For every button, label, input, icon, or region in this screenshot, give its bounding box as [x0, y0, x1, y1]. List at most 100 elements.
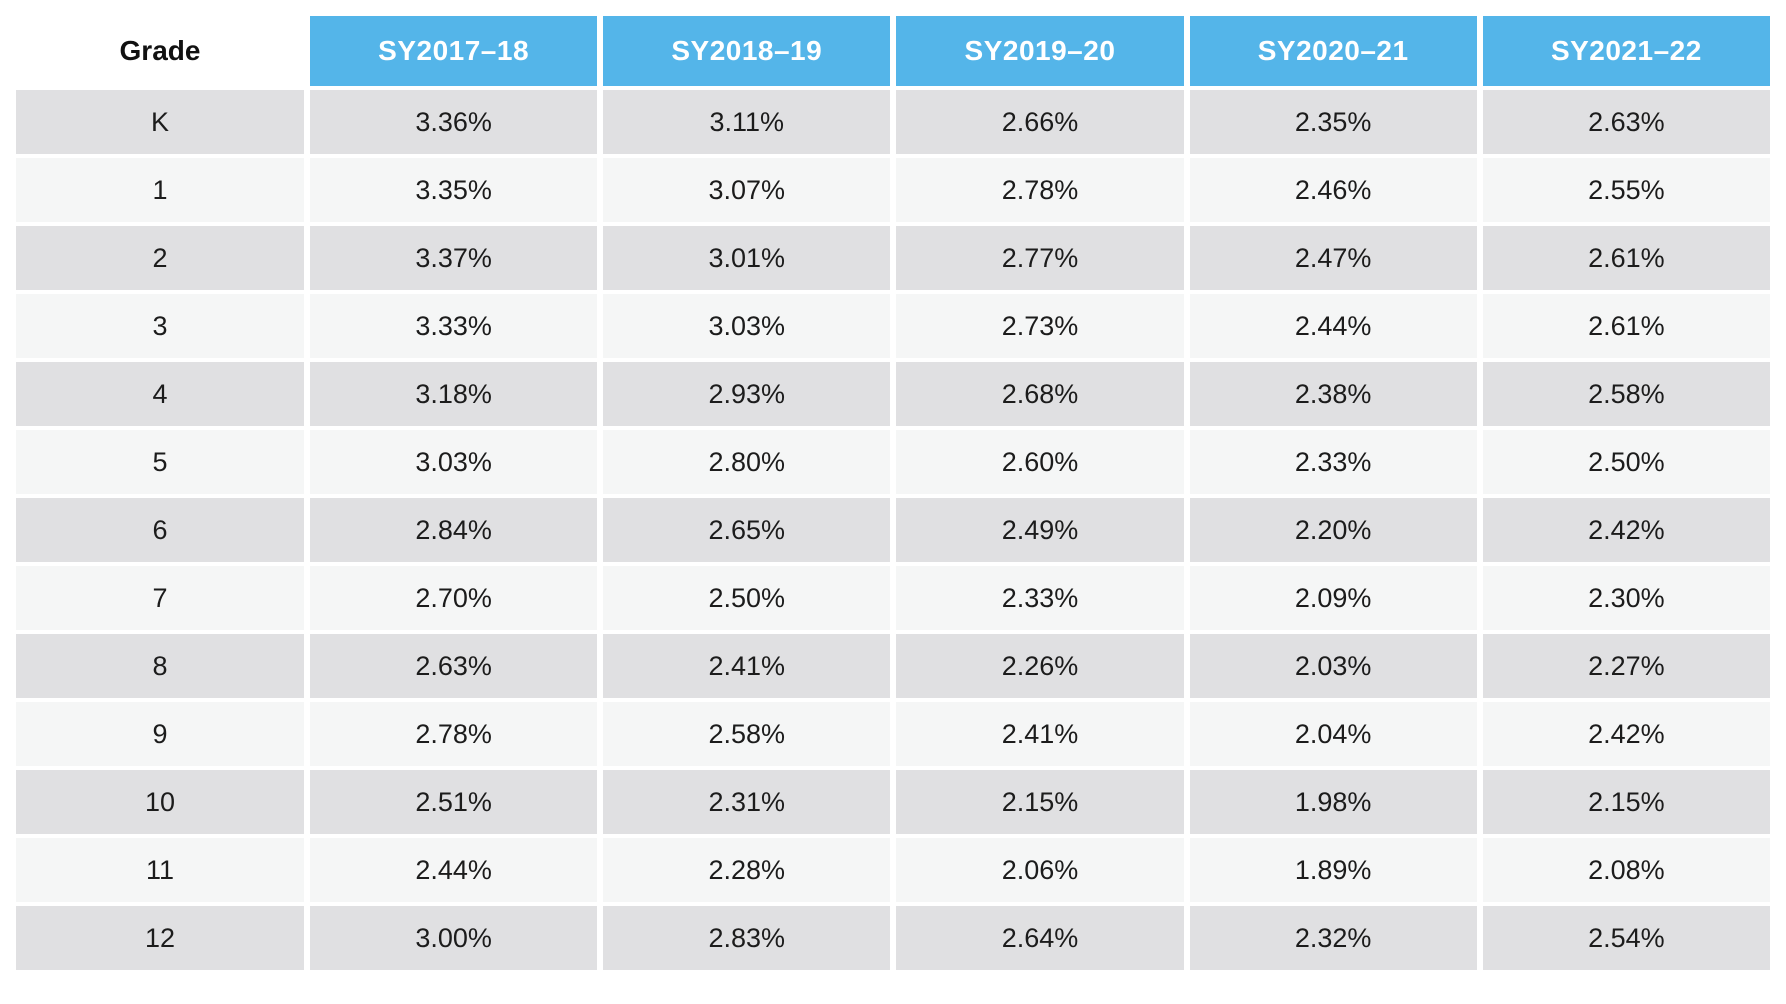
- value-cell: 2.50%: [603, 566, 891, 630]
- value-cell: 3.36%: [310, 90, 598, 154]
- value-cell: 2.80%: [603, 430, 891, 494]
- value-cell: 2.77%: [896, 226, 1184, 290]
- table-row: 6 2.84% 2.65% 2.49% 2.20% 2.42%: [16, 498, 1770, 562]
- header-row: Grade SY2017–18 SY2018–19 SY2019–20 SY20…: [16, 16, 1770, 86]
- grade-cell: 12: [16, 906, 304, 970]
- value-cell: 3.03%: [603, 294, 891, 358]
- grade-cell: 9: [16, 702, 304, 766]
- value-cell: 2.50%: [1482, 430, 1770, 494]
- grade-cell: 2: [16, 226, 304, 290]
- value-cell: 2.30%: [1482, 566, 1770, 630]
- column-header-sy2019-20: SY2019–20: [896, 16, 1184, 86]
- value-cell: 3.00%: [310, 906, 598, 970]
- value-cell: 3.35%: [310, 158, 598, 222]
- column-header-sy2017-18: SY2017–18: [310, 16, 598, 86]
- value-cell: 2.55%: [1482, 158, 1770, 222]
- value-cell: 2.44%: [310, 838, 598, 902]
- value-cell: 3.01%: [603, 226, 891, 290]
- grade-cell: 11: [16, 838, 304, 902]
- value-cell: 2.38%: [1189, 362, 1477, 426]
- value-cell: 2.49%: [896, 498, 1184, 562]
- value-cell: 2.66%: [896, 90, 1184, 154]
- value-cell: 1.89%: [1189, 838, 1477, 902]
- value-cell: 2.04%: [1189, 702, 1477, 766]
- value-cell: 3.33%: [310, 294, 598, 358]
- table-row: 3 3.33% 3.03% 2.73% 2.44% 2.61%: [16, 294, 1770, 358]
- value-cell: 3.07%: [603, 158, 891, 222]
- value-cell: 2.15%: [896, 770, 1184, 834]
- table-row: 2 3.37% 3.01% 2.77% 2.47% 2.61%: [16, 226, 1770, 290]
- grade-year-table: Grade SY2017–18 SY2018–19 SY2019–20 SY20…: [10, 12, 1776, 974]
- value-cell: 2.31%: [603, 770, 891, 834]
- value-cell: 2.27%: [1482, 634, 1770, 698]
- grade-cell: 4: [16, 362, 304, 426]
- table-row: 7 2.70% 2.50% 2.33% 2.09% 2.30%: [16, 566, 1770, 630]
- table-row: 10 2.51% 2.31% 2.15% 1.98% 2.15%: [16, 770, 1770, 834]
- value-cell: 2.93%: [603, 362, 891, 426]
- table-row: 4 3.18% 2.93% 2.68% 2.38% 2.58%: [16, 362, 1770, 426]
- value-cell: 2.06%: [896, 838, 1184, 902]
- table-header: Grade SY2017–18 SY2018–19 SY2019–20 SY20…: [16, 16, 1770, 86]
- value-cell: 2.32%: [1189, 906, 1477, 970]
- grade-cell: 5: [16, 430, 304, 494]
- value-cell: 2.35%: [1189, 90, 1477, 154]
- value-cell: 2.70%: [310, 566, 598, 630]
- column-header-sy2021-22: SY2021–22: [1482, 16, 1770, 86]
- value-cell: 1.98%: [1189, 770, 1477, 834]
- value-cell: 2.65%: [603, 498, 891, 562]
- grade-cell: 1: [16, 158, 304, 222]
- table-row: K 3.36% 3.11% 2.66% 2.35% 2.63%: [16, 90, 1770, 154]
- grade-cell: 8: [16, 634, 304, 698]
- value-cell: 2.15%: [1482, 770, 1770, 834]
- column-header-grade: Grade: [16, 16, 304, 86]
- value-cell: 2.54%: [1482, 906, 1770, 970]
- column-header-sy2020-21: SY2020–21: [1189, 16, 1477, 86]
- value-cell: 3.37%: [310, 226, 598, 290]
- value-cell: 2.33%: [1189, 430, 1477, 494]
- value-cell: 2.58%: [1482, 362, 1770, 426]
- value-cell: 2.26%: [896, 634, 1184, 698]
- value-cell: 2.03%: [1189, 634, 1477, 698]
- value-cell: 2.61%: [1482, 294, 1770, 358]
- value-cell: 2.61%: [1482, 226, 1770, 290]
- value-cell: 2.09%: [1189, 566, 1477, 630]
- value-cell: 2.84%: [310, 498, 598, 562]
- value-cell: 3.11%: [603, 90, 891, 154]
- value-cell: 2.42%: [1482, 498, 1770, 562]
- value-cell: 3.18%: [310, 362, 598, 426]
- value-cell: 2.78%: [896, 158, 1184, 222]
- grade-cell: 3: [16, 294, 304, 358]
- grade-cell: 6: [16, 498, 304, 562]
- value-cell: 2.44%: [1189, 294, 1477, 358]
- table-row: 5 3.03% 2.80% 2.60% 2.33% 2.50%: [16, 430, 1770, 494]
- column-header-sy2018-19: SY2018–19: [603, 16, 891, 86]
- table-row: 9 2.78% 2.58% 2.41% 2.04% 2.42%: [16, 702, 1770, 766]
- value-cell: 2.51%: [310, 770, 598, 834]
- value-cell: 2.68%: [896, 362, 1184, 426]
- value-cell: 2.64%: [896, 906, 1184, 970]
- value-cell: 2.73%: [896, 294, 1184, 358]
- value-cell: 2.60%: [896, 430, 1184, 494]
- value-cell: 2.58%: [603, 702, 891, 766]
- table-row: 1 3.35% 3.07% 2.78% 2.46% 2.55%: [16, 158, 1770, 222]
- grade-cell: 7: [16, 566, 304, 630]
- value-cell: 2.47%: [1189, 226, 1477, 290]
- table-row: 8 2.63% 2.41% 2.26% 2.03% 2.27%: [16, 634, 1770, 698]
- value-cell: 2.28%: [603, 838, 891, 902]
- value-cell: 2.41%: [603, 634, 891, 698]
- grade-cell: K: [16, 90, 304, 154]
- value-cell: 2.41%: [896, 702, 1184, 766]
- value-cell: 2.63%: [310, 634, 598, 698]
- table-row: 11 2.44% 2.28% 2.06% 1.89% 2.08%: [16, 838, 1770, 902]
- grade-cell: 10: [16, 770, 304, 834]
- value-cell: 2.83%: [603, 906, 891, 970]
- value-cell: 2.42%: [1482, 702, 1770, 766]
- value-cell: 2.46%: [1189, 158, 1477, 222]
- value-cell: 3.03%: [310, 430, 598, 494]
- value-cell: 2.63%: [1482, 90, 1770, 154]
- table-body: K 3.36% 3.11% 2.66% 2.35% 2.63% 1 3.35% …: [16, 90, 1770, 970]
- value-cell: 2.78%: [310, 702, 598, 766]
- value-cell: 2.33%: [896, 566, 1184, 630]
- value-cell: 2.08%: [1482, 838, 1770, 902]
